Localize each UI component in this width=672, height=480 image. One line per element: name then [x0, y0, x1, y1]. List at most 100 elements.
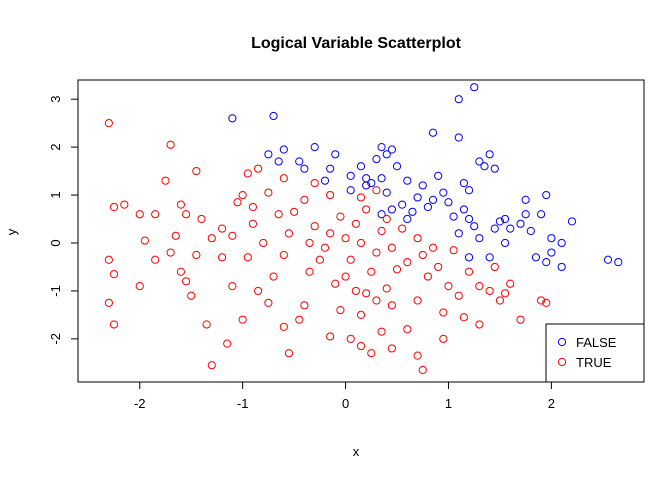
y-tick-label: 0 — [48, 239, 63, 246]
data-point-true — [392, 265, 402, 274]
data-point-true — [382, 214, 391, 224]
data-point-false — [531, 253, 541, 262]
data-point-true — [387, 344, 396, 353]
data-point-true — [187, 291, 196, 300]
data-point-false — [470, 83, 479, 92]
y-tick-label: 1 — [48, 191, 63, 198]
data-point-true — [120, 200, 129, 209]
data-point-true — [362, 205, 371, 214]
data-point-false — [454, 229, 463, 238]
data-point-false — [464, 186, 474, 195]
data-point-true — [336, 212, 345, 221]
data-point-true — [135, 210, 144, 219]
data-point-false — [264, 150, 273, 159]
data-point-true — [310, 222, 319, 231]
x-axis-label: x — [353, 444, 360, 459]
y-axis: -2 -1 0 1 2 3 — [48, 96, 79, 345]
data-point-false — [542, 258, 551, 267]
data-point-true — [387, 301, 396, 310]
data-point-true — [367, 349, 376, 358]
data-point-true — [248, 202, 258, 212]
data-point-false — [398, 200, 407, 209]
data-point-false — [423, 202, 432, 212]
data-point-true — [326, 332, 335, 341]
data-point-false — [326, 164, 335, 173]
data-point-false — [377, 143, 386, 152]
data-point-true — [387, 243, 396, 252]
data-point-false — [485, 150, 494, 159]
data-point-false — [320, 176, 330, 185]
data-point-true — [166, 248, 175, 257]
data-point-true — [295, 315, 304, 324]
data-point-true — [279, 250, 288, 260]
data-point-false — [459, 205, 469, 214]
data-point-true — [439, 334, 448, 343]
data-point-true — [284, 229, 294, 238]
data-point-true — [300, 195, 309, 204]
data-point-true — [351, 286, 360, 296]
data-point-false — [475, 234, 484, 243]
data-point-false — [408, 207, 417, 216]
data-point-true — [495, 296, 505, 305]
data-point-true — [305, 238, 314, 248]
data-point-true — [346, 255, 355, 264]
data-point-true — [176, 200, 186, 209]
data-point-true — [439, 308, 448, 317]
data-point-true — [398, 224, 407, 233]
data-point-true — [413, 234, 422, 243]
data-point-true — [336, 305, 345, 315]
data-point-false — [428, 195, 438, 204]
data-point-true — [181, 277, 191, 286]
legend: FALSE TRUE — [545, 323, 645, 383]
data-point-true — [367, 267, 376, 276]
x-tick-label: 0 — [342, 396, 349, 411]
data-point-true — [140, 236, 149, 245]
data-point-true — [326, 229, 335, 238]
y-tick-label: -1 — [48, 285, 63, 297]
data-point-true — [104, 119, 113, 128]
data-point-false — [475, 157, 484, 166]
data-point-false — [454, 95, 463, 104]
data-point-true — [500, 289, 510, 298]
data-point-false — [372, 154, 381, 164]
data-point-false — [480, 162, 489, 171]
data-point-false — [356, 162, 366, 171]
data-point-false — [464, 214, 474, 224]
data-points — [104, 83, 623, 375]
data-point-true — [542, 298, 551, 308]
data-point-true — [305, 267, 314, 276]
data-point-true — [279, 322, 288, 331]
data-point-true — [104, 298, 113, 308]
data-point-false — [516, 219, 525, 228]
data-point-false — [377, 210, 386, 219]
data-point-true — [310, 178, 319, 188]
data-point-false — [428, 128, 438, 137]
legend-box — [545, 323, 645, 383]
data-point-true — [351, 219, 360, 228]
data-point-true — [516, 315, 525, 324]
data-point-true — [151, 210, 160, 219]
data-point-false — [346, 171, 355, 180]
data-point-false — [413, 193, 422, 202]
data-point-false — [547, 248, 556, 257]
data-point-false — [557, 262, 566, 272]
data-point-true — [290, 207, 299, 216]
legend-label-false: FALSE — [576, 335, 617, 350]
data-point-true — [274, 210, 283, 219]
data-point-true — [238, 315, 247, 324]
data-point-true — [104, 255, 113, 264]
data-point-false — [464, 253, 474, 262]
data-point-false — [362, 181, 371, 190]
data-point-false — [269, 111, 278, 121]
data-point-true — [413, 296, 422, 305]
data-point-false — [346, 186, 355, 195]
data-point-true — [485, 286, 494, 296]
data-point-true — [192, 250, 201, 260]
data-point-false — [279, 145, 288, 154]
data-point-false — [485, 253, 494, 262]
data-point-true — [253, 164, 263, 173]
legend-marker-false — [557, 337, 567, 347]
data-point-true — [326, 190, 335, 200]
data-point-true — [109, 202, 119, 212]
data-point-true — [233, 198, 242, 207]
